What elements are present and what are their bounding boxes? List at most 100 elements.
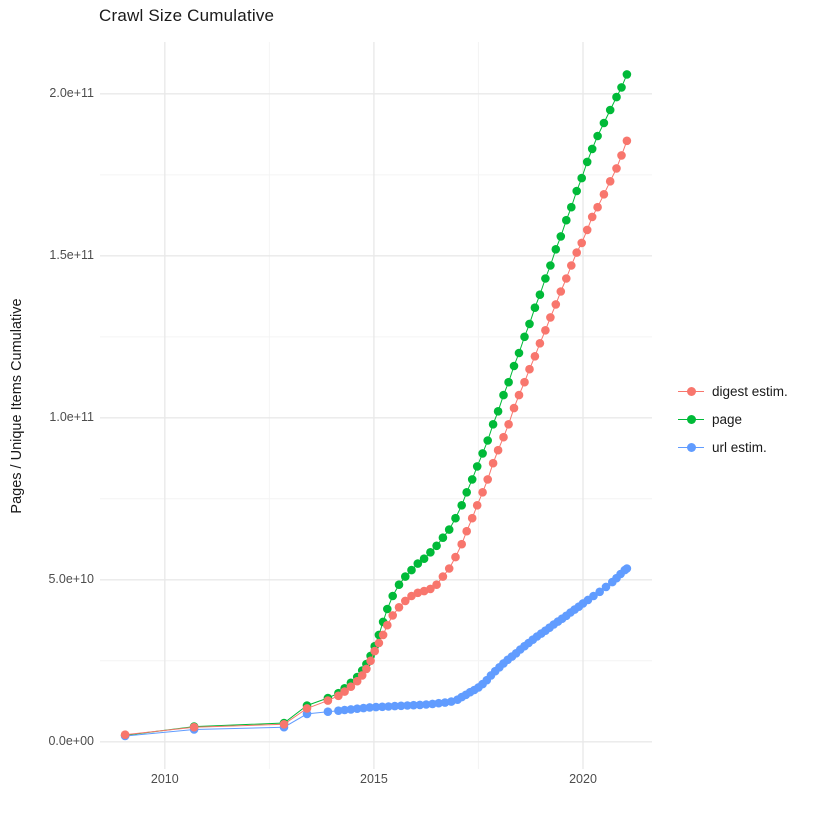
data-point: [617, 83, 626, 92]
data-point: [323, 696, 333, 705]
data-point: [499, 390, 508, 400]
data-point: [434, 698, 444, 708]
legend-label: page: [712, 412, 743, 427]
data-point: [541, 274, 550, 283]
data-point: [483, 475, 493, 484]
data-point: [472, 462, 482, 471]
data-point: [599, 118, 609, 128]
data-point: [541, 326, 550, 335]
data-point: [525, 319, 534, 329]
data-point: [352, 704, 362, 713]
data-point: [426, 584, 435, 594]
data-point: [622, 70, 632, 79]
data-point: [451, 552, 460, 562]
data-point: [378, 630, 388, 640]
data-point: [370, 646, 380, 656]
data-point: [535, 339, 545, 348]
data-point: [457, 539, 467, 549]
data-point: [525, 364, 534, 374]
data-point: [340, 687, 349, 696]
data-point: [352, 676, 362, 686]
data-point: [413, 559, 423, 568]
legend-item: page: [678, 410, 788, 429]
x-tick-label: 2010: [150, 772, 179, 786]
data-point: [279, 720, 289, 729]
y-tick-label: 0.0e+00: [48, 734, 94, 749]
data-point: [546, 313, 555, 322]
data-point: [577, 173, 586, 183]
data-point: [346, 705, 356, 714]
data-point: [582, 157, 592, 167]
data-point: [467, 475, 477, 484]
data-point: [467, 513, 477, 523]
data-point: [323, 707, 333, 716]
data-point: [572, 248, 581, 257]
data-point: [504, 377, 513, 387]
data-point: [478, 488, 487, 497]
data-point: [371, 702, 381, 712]
data-point: [567, 261, 576, 270]
data-point: [556, 287, 566, 296]
data-point: [514, 348, 524, 358]
data-point: [444, 525, 454, 534]
data-point: [556, 232, 566, 241]
data-point: [374, 638, 384, 648]
series-page: [120, 70, 632, 740]
y-tick-label: 2.0e+11: [49, 86, 94, 101]
data-point: [383, 620, 392, 630]
y-tick-label: 1.5e+11: [49, 248, 94, 263]
data-point: [462, 488, 472, 497]
data-point: [457, 501, 467, 510]
data-point: [530, 352, 540, 361]
data-point: [612, 164, 621, 173]
data-point: [572, 186, 581, 196]
data-point: [394, 580, 404, 589]
data-point: [601, 582, 611, 592]
legend-key-icon: [678, 438, 704, 457]
data-point: [493, 445, 503, 455]
data-point: [509, 403, 519, 413]
data-point: [378, 702, 387, 712]
data-point: [520, 377, 529, 387]
data-point: [432, 580, 441, 589]
data-point: [390, 701, 400, 711]
data-point: [359, 703, 368, 713]
y-tick-label: 5.0e+10: [48, 572, 94, 587]
data-point: [509, 361, 519, 371]
x-tick-label: 2015: [360, 772, 388, 786]
data-point: [595, 587, 604, 597]
legend-key-icon: [678, 382, 704, 401]
data-point: [551, 245, 561, 254]
data-point: [340, 705, 349, 715]
data-point: [472, 501, 482, 510]
data-point: [384, 702, 393, 711]
data-point: [483, 436, 493, 445]
legend-key-dot: [686, 443, 696, 452]
data-point: [589, 591, 598, 601]
data-point: [582, 225, 592, 235]
data-point: [612, 92, 621, 102]
data-point: [415, 700, 425, 710]
data-point: [334, 691, 343, 701]
data-point: [334, 706, 343, 715]
data-point: [401, 572, 410, 581]
data-point: [535, 290, 545, 300]
data-point: [440, 698, 450, 707]
legend-label: digest estim.: [712, 384, 788, 399]
data-point: [599, 190, 609, 199]
data-point: [504, 420, 513, 429]
data-point: [514, 390, 524, 400]
data-point: [189, 722, 199, 732]
data-point: [499, 432, 508, 442]
data-point: [366, 656, 375, 666]
legend-key-dot: [686, 415, 696, 424]
data-point: [593, 202, 602, 212]
data-point: [551, 300, 561, 309]
data-point: [562, 215, 571, 225]
legend-label: url estim.: [712, 440, 767, 455]
data-point: [428, 699, 437, 709]
data-point: [488, 420, 498, 429]
data-point: [426, 548, 435, 557]
data-point: [396, 701, 406, 711]
